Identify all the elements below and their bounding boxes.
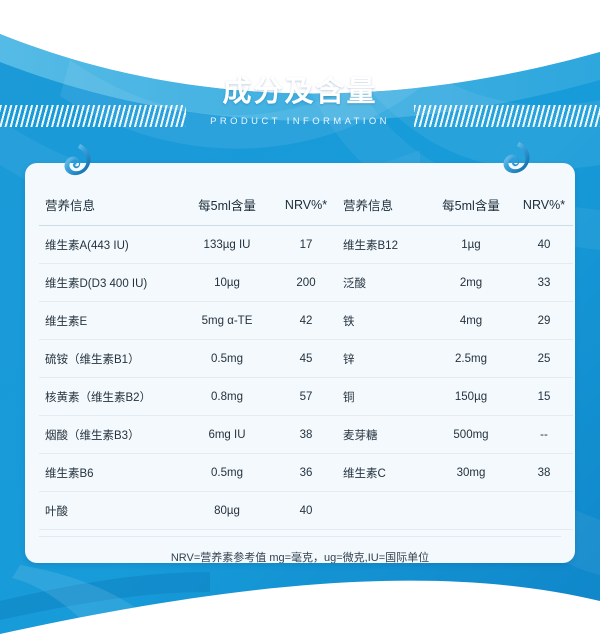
nutrient-name: 泛酸 (337, 263, 427, 302)
nutrient-name: 硫铵（维生素B1） (39, 339, 179, 378)
table-row: 核黄素（维生素B2） 0.8mg 57 铜 150µg 15 (39, 377, 573, 416)
nutrient-amount: 0.5mg (179, 339, 275, 378)
column-header-nrv-right: NRV%* (515, 189, 573, 226)
nutrient-nrv: 40 (275, 491, 337, 530)
nutrition-card: 营养信息 每5ml含量 NRV%* 营养信息 每5ml含量 NRV%* 维生素A… (25, 163, 575, 563)
page-title-block: 成分及含量 PRODUCT INFORMATION (0, 76, 600, 127)
nutrient-nrv: 200 (275, 263, 337, 302)
nutrient-amount: 133µg IU (179, 225, 275, 264)
nutrient-name: 铜 (337, 377, 427, 416)
nutrient-amount: 30mg (427, 453, 515, 492)
nutrient-amount: 6mg IU (179, 415, 275, 454)
table-row: 硫铵（维生素B1） 0.5mg 45 锌 2.5mg 25 (39, 339, 573, 378)
nutrient-amount: 5mg α-TE (179, 301, 275, 340)
page-subtitle: PRODUCT INFORMATION (210, 116, 390, 128)
table-header: 营养信息 每5ml含量 NRV%* 营养信息 每5ml含量 NRV%* (39, 189, 573, 226)
nutrient-name: 烟酸（维生素B3） (39, 415, 179, 454)
nutrient-nrv: -- (515, 415, 573, 454)
table-row: 叶酸 80µg 40 (39, 491, 573, 530)
nutrient-nrv: 15 (515, 377, 573, 416)
nutrient-amount: 0.8mg (179, 377, 275, 416)
table-row: 维生素B6 0.5mg 36 维生素C 30mg 38 (39, 453, 573, 492)
swirl-ornament-right-icon (501, 140, 535, 180)
nutrient-amount: 150µg (427, 377, 515, 416)
table-row: 烟酸（维生素B3） 6mg IU 38 麦芽糖 500mg -- (39, 415, 573, 454)
nutrient-nrv: 36 (275, 453, 337, 492)
nutrient-nrv: 38 (515, 453, 573, 492)
table-header-row: 营养信息 每5ml含量 NRV%* 营养信息 每5ml含量 NRV%* (39, 189, 573, 226)
nutrient-nrv: 25 (515, 339, 573, 378)
nutrient-amount: 500mg (427, 415, 515, 454)
swirl-ornament-left-icon (62, 142, 96, 182)
nutrient-nrv: 45 (275, 339, 337, 378)
table-row: 维生素A(443 IU) 133µg IU 17 维生素B12 1µg 40 (39, 225, 573, 264)
diagonal-stripes-right (414, 105, 600, 127)
nutrient-name: 维生素C (337, 453, 427, 492)
table-row: 维生素E 5mg α-TE 42 铁 4mg 29 (39, 301, 573, 340)
nutrient-name: 铁 (337, 301, 427, 340)
nutrient-name: 维生素D(D3 400 IU) (39, 263, 179, 302)
column-header-name-right: 营养信息 (337, 189, 427, 226)
nutrient-amount: 2mg (427, 263, 515, 302)
nutrient-amount: 10µg (179, 263, 275, 302)
nutrient-name: 锌 (337, 339, 427, 378)
nutrient-name: 维生素B12 (337, 225, 427, 264)
table-footnote: NRV=营养素参考值 mg=毫克，ug=微克,IU=国际单位 (39, 536, 561, 563)
column-header-nrv-left: NRV%* (275, 189, 337, 226)
column-header-name-left: 营养信息 (39, 189, 179, 226)
nutrient-amount: 0.5mg (179, 453, 275, 492)
nutrient-nrv: 38 (275, 415, 337, 454)
nutrient-name: 维生素A(443 IU) (39, 225, 179, 264)
nutrition-table: 营养信息 每5ml含量 NRV%* 营养信息 每5ml含量 NRV%* 维生素A… (39, 189, 573, 530)
nutrient-amount: 4mg (427, 301, 515, 340)
nutrient-nrv-empty (515, 491, 573, 530)
column-header-amount-right: 每5ml含量 (427, 189, 515, 226)
nutrient-amount: 80µg (179, 491, 275, 530)
nutrient-nrv: 42 (275, 301, 337, 340)
nutrient-name: 维生素E (39, 301, 179, 340)
diagonal-stripes-left (0, 105, 186, 127)
nutrient-name: 维生素B6 (39, 453, 179, 492)
nutrient-amount: 1µg (427, 225, 515, 264)
nutrient-name: 核黄素（维生素B2） (39, 377, 179, 416)
nutrient-nrv: 57 (275, 377, 337, 416)
page-title: 成分及含量 (222, 76, 378, 108)
nutrient-nrv: 29 (515, 301, 573, 340)
table-row: 维生素D(D3 400 IU) 10µg 200 泛酸 2mg 33 (39, 263, 573, 302)
table-body: 维生素A(443 IU) 133µg IU 17 维生素B12 1µg 40 维… (39, 225, 573, 530)
nutrient-amount: 2.5mg (427, 339, 515, 378)
nutrient-name: 麦芽糖 (337, 415, 427, 454)
nutrient-nrv: 40 (515, 225, 573, 264)
nutrient-name: 叶酸 (39, 491, 179, 530)
column-header-amount-left: 每5ml含量 (179, 189, 275, 226)
nutrient-nrv: 33 (515, 263, 573, 302)
nutrient-name-empty (337, 491, 427, 530)
nutrient-nrv: 17 (275, 225, 337, 264)
nutrient-amount-empty (427, 491, 515, 530)
